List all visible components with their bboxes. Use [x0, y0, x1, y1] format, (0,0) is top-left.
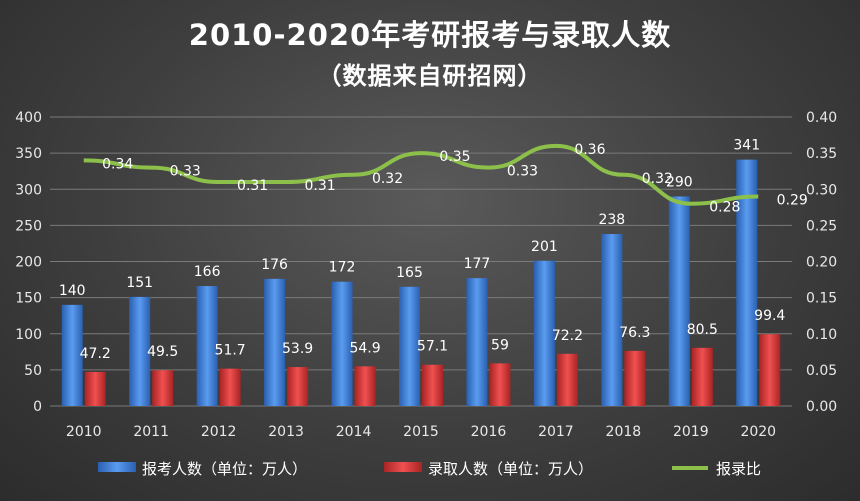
data-label-admitted: 49.5 [147, 344, 178, 360]
data-label-ratio: 0.33 [170, 164, 201, 180]
bar-applicants [264, 278, 286, 406]
data-label-ratio: 0.36 [574, 142, 605, 158]
x-tick-label: 2016 [471, 424, 507, 440]
y-right-tick-label: 0.30 [806, 182, 837, 198]
y-left-tick-label: 100 [15, 327, 42, 343]
y-right-tick-label: 0.25 [806, 218, 837, 234]
bar-admitted [152, 370, 174, 406]
data-label-applicants: 172 [329, 260, 356, 276]
bar-admitted [624, 350, 646, 406]
bar-applicants [61, 304, 83, 406]
data-label-admitted: 54.9 [349, 340, 380, 356]
y-left-tick-label: 400 [15, 110, 42, 126]
data-label-admitted: 59 [491, 337, 509, 353]
data-label-applicants: 165 [396, 265, 423, 281]
data-label-admitted: 47.2 [80, 346, 111, 362]
y-left-tick-label: 250 [15, 218, 42, 234]
x-tick-label: 2010 [66, 424, 102, 440]
x-tick-label: 2020 [740, 424, 776, 440]
data-label-ratio: 0.34 [102, 156, 133, 172]
data-label-ratio: 0.35 [439, 149, 470, 165]
chart-title: 2010-2020年考研报考与录取人数 [188, 18, 672, 52]
bar-applicants [668, 196, 690, 406]
bar-admitted [691, 347, 713, 406]
y-left-tick-label: 0 [33, 399, 42, 415]
legend-admitted-swatch [384, 462, 422, 472]
bar-admitted [354, 366, 376, 406]
bar-applicants [736, 159, 758, 406]
y-right-tick-label: 0.40 [806, 110, 837, 126]
legend-applicants-label: 报考人数（单位：万人） [142, 460, 307, 478]
bar-applicants [601, 234, 623, 406]
data-label-ratio: 0.29 [777, 192, 808, 208]
data-label-admitted: 53.9 [282, 341, 313, 357]
data-label-applicants: 341 [733, 138, 760, 154]
data-label-admitted: 57.1 [417, 339, 448, 355]
bar-admitted [422, 364, 443, 406]
data-label-applicants: 176 [261, 257, 288, 273]
legend-admitted-label: 录取人数（单位：万人） [428, 460, 593, 478]
data-label-applicants: 290 [666, 174, 693, 190]
y-left-tick-label: 300 [15, 182, 42, 198]
x-tick-label: 2011 [133, 424, 169, 440]
x-tick-label: 2015 [403, 424, 439, 440]
data-label-applicants: 201 [531, 239, 558, 255]
data-label-ratio: 0.31 [237, 178, 268, 194]
x-tick-label: 2019 [673, 424, 709, 440]
data-label-ratio: 0.33 [507, 164, 538, 180]
bar-applicants [196, 286, 218, 406]
x-tick-label: 2018 [606, 424, 642, 440]
bar-admitted [219, 368, 241, 406]
bar-admitted [287, 367, 309, 406]
data-label-admitted: 72.2 [552, 328, 583, 344]
data-label-admitted: 99.4 [754, 308, 785, 324]
data-label-ratio: 0.31 [305, 178, 336, 194]
data-label-admitted: 51.7 [215, 343, 246, 359]
data-label-ratio: 0.32 [372, 171, 403, 187]
y-right-tick-label: 0.05 [806, 363, 837, 379]
bar-applicants [466, 278, 488, 406]
bar-admitted [759, 334, 781, 406]
y-left-tick-label: 150 [15, 291, 42, 307]
y-right-tick-label: 0.15 [806, 291, 837, 307]
y-right-tick-label: 0.20 [806, 255, 837, 271]
y-left-tick-label: 50 [24, 363, 42, 379]
y-right-tick-label: 0.35 [806, 146, 837, 162]
data-label-applicants: 177 [464, 256, 491, 272]
y-left-tick-label: 200 [15, 255, 42, 271]
data-label-admitted: 80.5 [687, 322, 718, 338]
legend-applicants-swatch [98, 462, 136, 472]
x-tick-label: 2014 [336, 424, 372, 440]
bar-applicants [399, 286, 420, 406]
x-tick-label: 2012 [201, 424, 237, 440]
x-tick-label: 2017 [538, 424, 574, 440]
data-label-applicants: 166 [194, 264, 221, 280]
data-label-applicants: 140 [59, 283, 86, 299]
data-label-admitted: 76.3 [619, 325, 650, 341]
legend-ratio-label: 报录比 [716, 460, 761, 478]
bar-admitted [489, 363, 511, 406]
chart-subtitle: （数据来自研招网） [317, 62, 543, 90]
y-right-tick-label: 0.00 [806, 399, 837, 415]
bar-admitted [84, 371, 106, 406]
x-tick-label: 2013 [268, 424, 304, 440]
y-right-tick-label: 0.10 [806, 327, 837, 343]
ratio-line [83, 143, 759, 206]
bar-admitted [556, 353, 578, 406]
bar-applicants [129, 296, 151, 406]
data-label-applicants: 151 [126, 275, 153, 291]
data-label-ratio: 0.32 [642, 171, 673, 187]
bar-applicants [533, 260, 555, 406]
data-label-ratio: 0.28 [709, 200, 740, 216]
bar-applicants [331, 281, 353, 406]
data-label-applicants: 238 [598, 212, 625, 228]
y-left-tick-label: 350 [15, 146, 42, 162]
